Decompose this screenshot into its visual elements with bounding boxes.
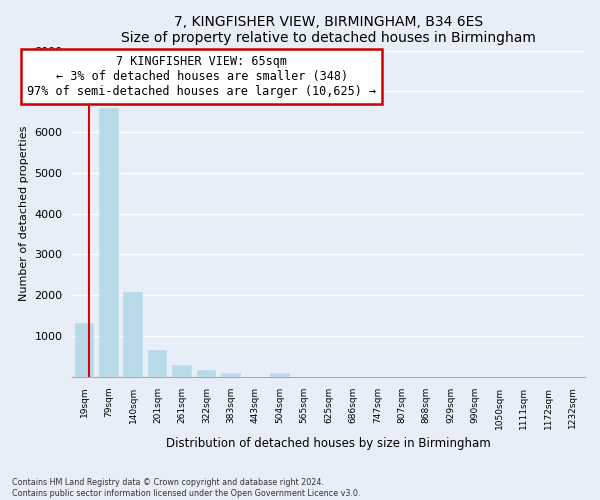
- Bar: [172, 364, 192, 377]
- Bar: [270, 372, 290, 377]
- Bar: [221, 373, 241, 377]
- Bar: [99, 108, 119, 377]
- Bar: [124, 292, 143, 377]
- Bar: [197, 370, 216, 377]
- Y-axis label: Number of detached properties: Number of detached properties: [19, 126, 29, 302]
- Bar: [74, 322, 94, 377]
- Title: 7, KINGFISHER VIEW, BIRMINGHAM, B34 6ES
Size of property relative to detached ho: 7, KINGFISHER VIEW, BIRMINGHAM, B34 6ES …: [121, 15, 536, 45]
- Bar: [148, 350, 167, 377]
- X-axis label: Distribution of detached houses by size in Birmingham: Distribution of detached houses by size …: [166, 437, 491, 450]
- Text: Contains HM Land Registry data © Crown copyright and database right 2024.
Contai: Contains HM Land Registry data © Crown c…: [12, 478, 361, 498]
- Text: 7 KINGFISHER VIEW: 65sqm
← 3% of detached houses are smaller (348)
97% of semi-d: 7 KINGFISHER VIEW: 65sqm ← 3% of detache…: [27, 54, 376, 98]
